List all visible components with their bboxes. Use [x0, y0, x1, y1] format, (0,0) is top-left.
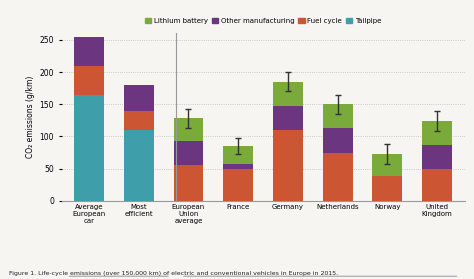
- Bar: [173, 165, 203, 201]
- Bar: [323, 153, 353, 201]
- Bar: [323, 104, 353, 128]
- Bar: [373, 176, 402, 201]
- Bar: [124, 130, 154, 201]
- Bar: [74, 37, 104, 66]
- Bar: [74, 66, 104, 95]
- Text: Figure 1. Life-cycle emissions (over 150,000 km) of electric and conventional ve: Figure 1. Life-cycle emissions (over 150…: [9, 271, 338, 276]
- Bar: [323, 128, 353, 153]
- Bar: [273, 105, 303, 130]
- Bar: [273, 130, 303, 201]
- Bar: [173, 141, 203, 165]
- Bar: [422, 169, 452, 201]
- Bar: [223, 163, 253, 169]
- Bar: [422, 121, 452, 145]
- Bar: [124, 111, 154, 130]
- Bar: [124, 85, 154, 111]
- Bar: [422, 145, 452, 169]
- Bar: [373, 154, 402, 176]
- Legend: Lithium battery, Other manufacturing, Fuel cycle, Tailpipe: Lithium battery, Other manufacturing, Fu…: [142, 15, 384, 27]
- Bar: [273, 82, 303, 105]
- Bar: [74, 95, 104, 201]
- Bar: [223, 169, 253, 201]
- Y-axis label: CO₂ emissions (g/km): CO₂ emissions (g/km): [27, 76, 36, 158]
- Bar: [173, 119, 203, 141]
- Bar: [223, 146, 253, 163]
